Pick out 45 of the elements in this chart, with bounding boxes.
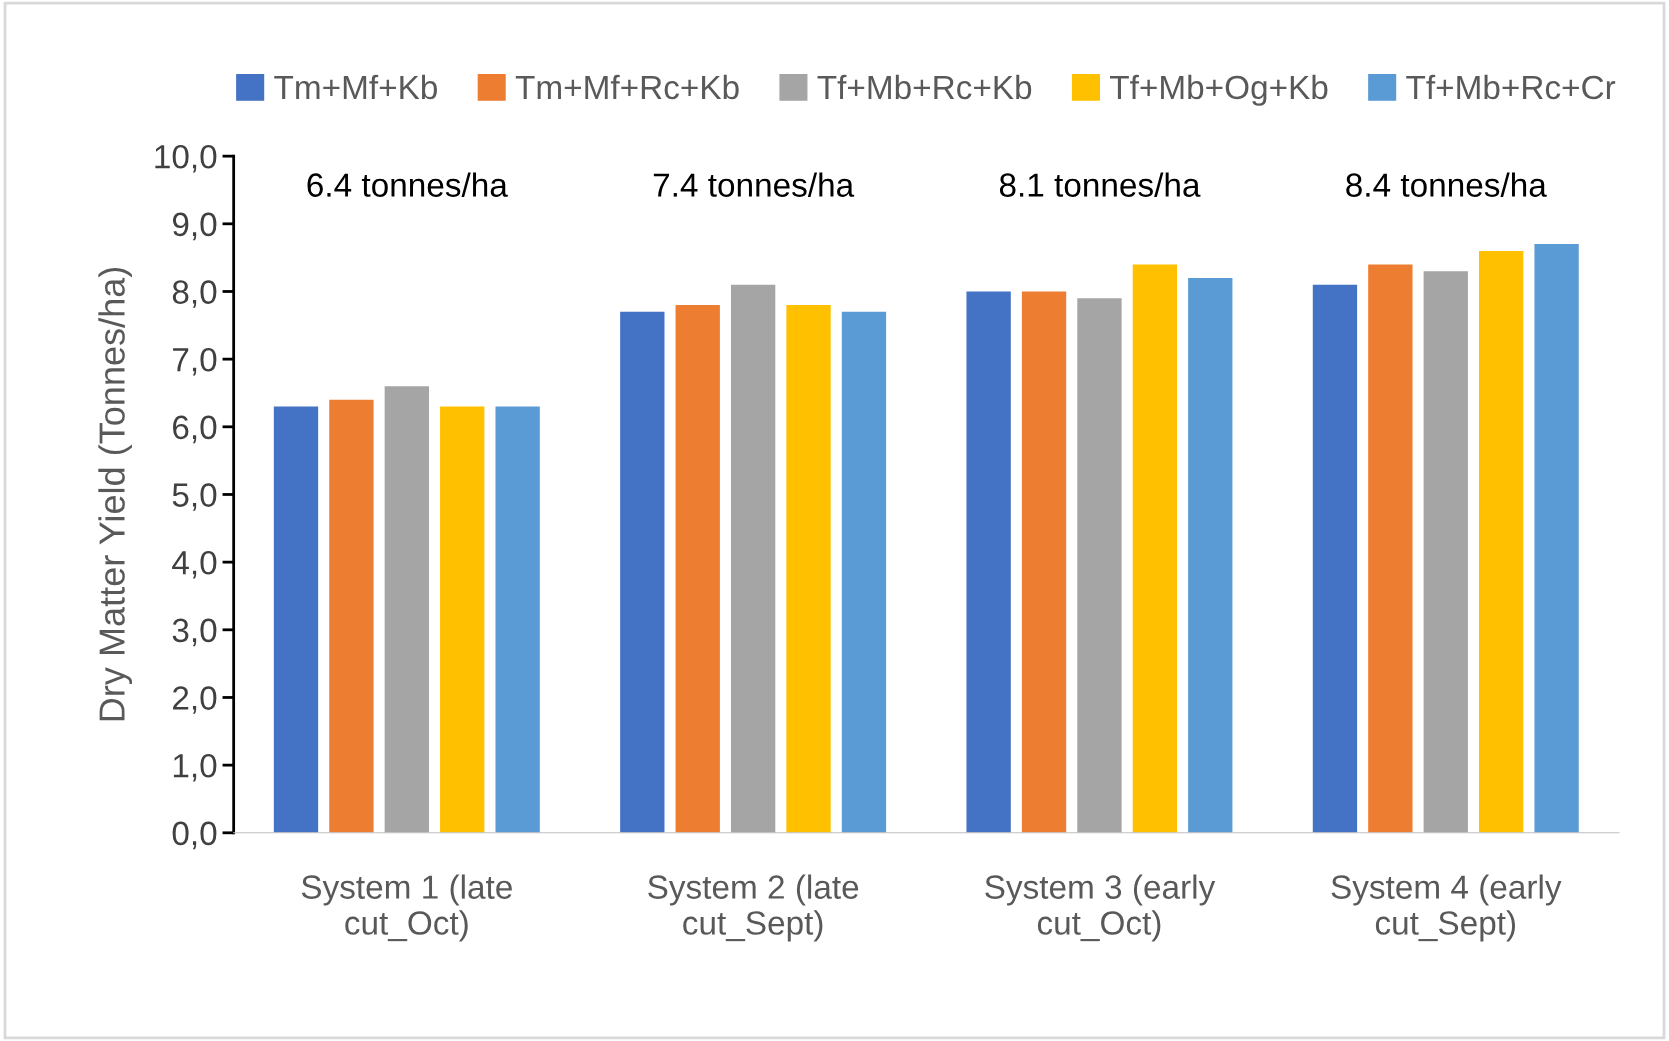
annotation: 8.4 tonnes/ha — [1346, 172, 1547, 197]
y-tick-label: 8,0 — [172, 280, 217, 308]
bar — [273, 406, 319, 833]
x-tick-label: System 3 (early cut_Oct) — [985, 874, 1216, 942]
y-tick-label: 5,0 — [172, 483, 217, 511]
y-tick-label: 0,0 — [172, 821, 217, 850]
annotation: 6.4 tonnes/ha — [307, 172, 508, 197]
bar — [1188, 277, 1233, 833]
bar — [730, 284, 776, 833]
bar — [1021, 291, 1067, 833]
annotation: 7.4 tonnes/ha — [653, 172, 855, 197]
annotation: 8.1 tonnes/ha — [999, 172, 1201, 197]
y-tick-label: 10,0 — [155, 144, 217, 173]
legend-label: Tf+Mb+Og+Kb — [1110, 74, 1328, 106]
bar — [966, 291, 1011, 833]
bar — [1368, 264, 1413, 833]
legend-label: Tf+Mb+Rc+Cr — [1406, 74, 1616, 100]
bar — [1077, 298, 1122, 833]
bar — [1479, 250, 1524, 833]
legend-label: Tf+Mb+Rc+Kb — [817, 74, 1032, 100]
bar — [495, 406, 540, 833]
x-tick-label: System 4 (early cut_Sept) — [1331, 874, 1562, 942]
bar — [440, 406, 485, 833]
x-tick-label: System 1 (late cut_Oct) — [301, 874, 512, 942]
x-tick-label: System 2 (late cut_Sept) — [648, 874, 859, 942]
bar — [384, 386, 429, 833]
y-tick-label: 6,0 — [173, 415, 217, 444]
bar — [1312, 284, 1358, 833]
y-tick-label: 4,0 — [172, 550, 217, 579]
y-tick-label: 1,0 — [173, 753, 217, 782]
y-tick-label: 9,0 — [172, 212, 217, 241]
bar — [1534, 244, 1579, 833]
bar — [786, 305, 831, 833]
bar — [1132, 264, 1178, 833]
legend-label: Tm+Mf+Kb — [274, 74, 437, 100]
y-axis-title: Dry Matter Yield (Tonnes/ha) — [98, 267, 132, 721]
bar — [675, 305, 720, 833]
bar — [1423, 271, 1468, 833]
bar — [329, 399, 374, 833]
legend-label: Tm+Mf+Rc+Kb — [515, 74, 739, 100]
bar — [841, 311, 887, 833]
y-tick-label: 7,0 — [173, 347, 217, 376]
bar — [620, 311, 665, 833]
y-tick-label: 2,0 — [173, 686, 217, 714]
y-tick-label: 3,0 — [172, 618, 217, 647]
